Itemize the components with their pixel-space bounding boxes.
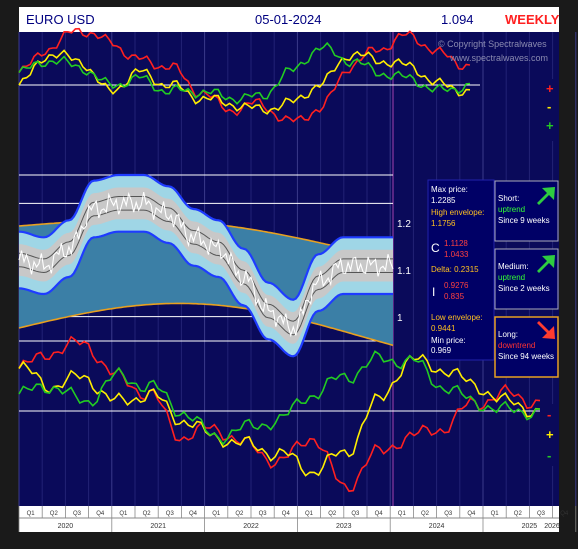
trend-boxes: Short: uptrend Since 9 weeks Medium: uptrend…	[494, 180, 559, 378]
quarter-label: Q2	[143, 511, 152, 517]
bottom-osc-sign-1: -	[547, 407, 551, 422]
symbol-label: EURO USD	[26, 12, 95, 27]
i-label: I	[432, 285, 435, 299]
top-osc-sign-box	[540, 79, 558, 141]
inner-channel-upper	[18, 196, 393, 322]
price-tick-2: 1.1	[397, 266, 411, 277]
low-envelope-line	[18, 302, 394, 347]
trend-since: Since 9 weeks	[498, 216, 550, 225]
quarter-label: Q1	[27, 511, 36, 517]
max-price-value: 1.2285	[431, 196, 456, 205]
time-axis	[19, 506, 559, 532]
copyright-line1: © Copyright Spectralwaves	[438, 39, 547, 49]
top-osc-line-3	[18, 41, 471, 105]
c-value-2: 1.0433	[444, 250, 469, 259]
info-panel-box	[427, 179, 495, 361]
bottom-osc-line-3	[18, 350, 540, 446]
trend-direction: uptrend	[498, 205, 525, 214]
channel-upper-edge	[18, 173, 393, 301]
copyright-line2: www.spectralwaves.com	[449, 53, 548, 63]
arrow-up-right-icon	[537, 187, 555, 205]
trend-box-short: Short: uptrend Since 9 weeks	[494, 180, 559, 242]
year-label: 2021	[150, 523, 166, 530]
price-tick-3: 1	[397, 313, 403, 324]
high-env-label: High envelope:	[431, 208, 484, 217]
bottom-osc-line-2	[18, 353, 541, 477]
trend-box-medium: Medium: uptrend Since 2 weeks	[494, 248, 559, 310]
quarter-label: Q3	[444, 511, 453, 517]
quarter-label: Q1	[212, 511, 221, 517]
quarter-label: Q2	[328, 511, 337, 517]
quarter-label: Q4	[282, 511, 291, 517]
quarter-label: Q2	[514, 511, 523, 517]
low-env-label: Low envelope:	[431, 313, 483, 322]
trend-direction: uptrend	[498, 273, 525, 282]
i-value-1: 0.9276	[444, 281, 469, 290]
low-env-value: 0.9441	[431, 324, 456, 333]
quarter-label: Q4	[96, 511, 105, 517]
quarter-label: Q4	[189, 511, 198, 517]
quarter-label: Q4	[467, 511, 476, 517]
max-price-label: Max price:	[431, 185, 468, 194]
channel-lower-edge	[18, 230, 393, 358]
quarter-label: Q3	[537, 511, 546, 517]
year-label: 2025	[522, 523, 538, 530]
delta-label: Delta: 0.2315	[431, 265, 479, 274]
time-axis-labels: Q1 Q2 Q3 Q4 Q1 Q2 Q3 Q4 Q1 Q2 Q3 Q4 Q1 Q2 Q3 Q4 Q1 Q2 Q3 Q4…	[18, 506, 577, 532]
c-value-1: 1.1128	[444, 239, 468, 248]
top-osc-sign-1: +	[546, 81, 554, 96]
year-label: 2024	[429, 523, 445, 530]
quarter-label: Q1	[119, 511, 128, 517]
year-label: 2023	[336, 523, 352, 530]
trend-title: Medium:	[498, 262, 529, 271]
arrow-down-right-icon	[537, 321, 555, 339]
bottom-osc-sign-box	[540, 404, 558, 466]
trend-direction: downtrend	[498, 341, 535, 350]
quarter-label: Q3	[73, 511, 82, 517]
bottom-osc-line-1	[18, 335, 541, 493]
period-label: WEEKLY	[505, 12, 560, 27]
year-label: 2026	[544, 523, 560, 530]
quarter-label: Q2	[421, 511, 430, 517]
price-label: 1.094	[441, 12, 474, 27]
info-panel: Max price: 1.2285 High envelope: 1.1756 …	[427, 179, 495, 361]
bottom-oscillator-panel	[18, 335, 541, 493]
trend-box-frame	[494, 316, 559, 378]
i-value-2: 0.835	[444, 292, 465, 301]
year-label: 2020	[58, 523, 74, 530]
trend-since: Since 94 weeks	[498, 352, 554, 361]
top-osc-sign-3: +	[546, 118, 554, 133]
price-line	[18, 191, 394, 338]
top-oscillator-panel	[18, 27, 480, 123]
year-label: 2022	[243, 523, 259, 530]
c-label: C	[431, 241, 440, 255]
quarter-label: Q1	[305, 511, 314, 517]
quarter-label: Q4	[375, 511, 384, 517]
quarter-label: Q3	[166, 511, 175, 517]
arrow-up-right-icon	[537, 255, 555, 273]
trend-since: Since 2 weeks	[498, 284, 550, 293]
quarter-label: Q1	[398, 511, 407, 517]
min-price-value: 0.969	[431, 346, 452, 355]
trend-title: Long:	[498, 330, 518, 339]
bottom-osc-sign-3: -	[547, 448, 551, 463]
quarter-label: Q2	[235, 511, 244, 517]
top-osc-sign-2: -	[547, 99, 551, 114]
trend-box-long: Long: downtrend Since 94 weeks	[494, 316, 559, 378]
quarter-label: Q2	[50, 511, 59, 517]
quarter-label: Q3	[259, 511, 268, 517]
quarter-label: Q4	[560, 511, 569, 517]
quarter-label: Q1	[491, 511, 500, 517]
quarter-label: Q3	[351, 511, 360, 517]
price-panel	[18, 173, 394, 358]
price-tick-1: 1.2	[397, 219, 411, 230]
high-env-value: 1.1756	[431, 219, 456, 228]
bottom-osc-sign-2: +	[546, 427, 554, 442]
min-price-label: Min price:	[431, 336, 466, 345]
date-label: 05-01-2024	[255, 12, 322, 27]
header-bar	[19, 7, 559, 32]
trend-title: Short:	[498, 194, 519, 203]
